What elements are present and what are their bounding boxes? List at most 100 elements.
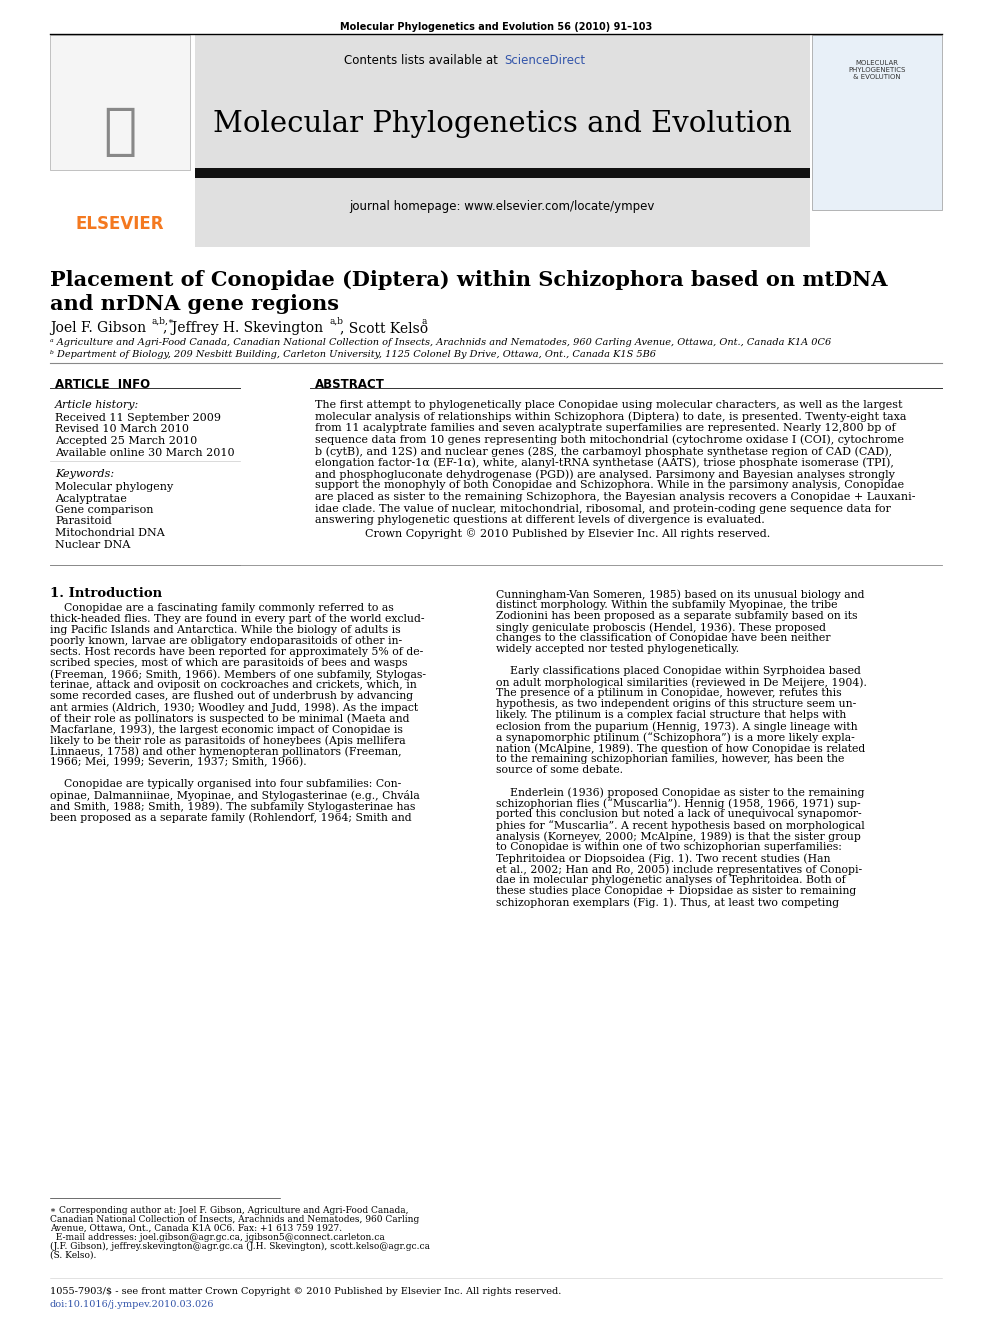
Text: Tephritoidea or Diopsoidea (Fig. 1). Two recent studies (Han: Tephritoidea or Diopsoidea (Fig. 1). Two… bbox=[496, 853, 830, 864]
Text: Accepted 25 March 2010: Accepted 25 March 2010 bbox=[55, 437, 197, 446]
Text: ᵃ Agriculture and Agri-Food Canada, Canadian National Collection of Insects, Ara: ᵃ Agriculture and Agri-Food Canada, Cana… bbox=[50, 337, 831, 347]
Text: thick-headed flies. They are found in every part of the world exclud-: thick-headed flies. They are found in ev… bbox=[50, 614, 425, 624]
Text: Conopidae are a fascinating family commonly referred to as: Conopidae are a fascinating family commo… bbox=[50, 603, 394, 613]
Text: 1966; Mei, 1999; Severin, 1937; Smith, 1966).: 1966; Mei, 1999; Severin, 1937; Smith, 1… bbox=[50, 757, 307, 767]
Text: of their role as pollinators is suspected to be minimal (Maeta and: of their role as pollinators is suspecte… bbox=[50, 713, 410, 724]
Text: nation (McAlpine, 1989). The question of how Conopidae is related: nation (McAlpine, 1989). The question of… bbox=[496, 744, 865, 754]
Text: b (cytB), and 12S) and nuclear genes (28S, the carbamoyl phosphate synthetase re: b (cytB), and 12S) and nuclear genes (28… bbox=[315, 446, 892, 456]
Text: ELSEVIER: ELSEVIER bbox=[75, 216, 165, 233]
Text: distinct morphology. Within the subfamily Myopinae, the tribe: distinct morphology. Within the subfamil… bbox=[496, 601, 837, 610]
Text: molecular analysis of relationships within Schizophora (Diptera) to date, is pre: molecular analysis of relationships with… bbox=[315, 411, 907, 422]
Text: changes to the classification of Conopidae have been neither: changes to the classification of Conopid… bbox=[496, 632, 830, 643]
Bar bbox=[812, 34, 942, 210]
Text: Received 11 September 2009: Received 11 September 2009 bbox=[55, 413, 221, 423]
Text: phies for “Muscarlia”. A recent hypothesis based on morphological: phies for “Muscarlia”. A recent hypothes… bbox=[496, 820, 865, 831]
Text: singly geniculate proboscis (Hendel, 1936). These proposed: singly geniculate proboscis (Hendel, 193… bbox=[496, 622, 826, 632]
Text: Linnaeus, 1758) and other hymenopteran pollinators (Freeman,: Linnaeus, 1758) and other hymenopteran p… bbox=[50, 746, 402, 757]
Text: ScienceDirect: ScienceDirect bbox=[504, 54, 585, 67]
Text: ᵇ Department of Biology, 209 Nesbitt Building, Carleton University, 1125 Colonel: ᵇ Department of Biology, 209 Nesbitt Bui… bbox=[50, 351, 656, 359]
Text: source of some debate.: source of some debate. bbox=[496, 765, 623, 775]
Text: schizophorian flies (“Muscarlia”). Hennig (1958, 1966, 1971) sup-: schizophorian flies (“Muscarlia”). Henni… bbox=[496, 798, 861, 808]
Text: and phosphogluconate dehydrogenase (PGD)) are analysed. Parsimony and Bayesian a: and phosphogluconate dehydrogenase (PGD)… bbox=[315, 468, 895, 479]
Text: Avenue, Ottawa, Ont., Canada K1A 0C6. Fax: +1 613 759 1927.: Avenue, Ottawa, Ont., Canada K1A 0C6. Fa… bbox=[50, 1224, 342, 1233]
Text: The first attempt to phylogenetically place Conopidae using molecular characters: The first attempt to phylogenetically pl… bbox=[315, 400, 903, 410]
Text: (J.F. Gibson), jeffrey.skevington@agr.gc.ca (J.H. Skevington), scott.kelso@agr.g: (J.F. Gibson), jeffrey.skevington@agr.gc… bbox=[50, 1242, 430, 1252]
Text: Molecular phylogeny: Molecular phylogeny bbox=[55, 482, 174, 492]
Text: doi:10.1016/j.ympev.2010.03.026: doi:10.1016/j.ympev.2010.03.026 bbox=[50, 1301, 214, 1308]
Text: ARTICLE  INFO: ARTICLE INFO bbox=[55, 378, 150, 392]
Text: opinae, Dalmanniinae, Myopinae, and Stylogasterinae (e.g., Chvála: opinae, Dalmanniinae, Myopinae, and Styl… bbox=[50, 790, 420, 800]
Text: scribed species, most of which are parasitoids of bees and wasps: scribed species, most of which are paras… bbox=[50, 658, 408, 668]
Text: and nrDNA gene regions: and nrDNA gene regions bbox=[50, 294, 339, 314]
Text: 🌳: 🌳 bbox=[103, 105, 137, 159]
Text: Acalyptratae: Acalyptratae bbox=[55, 493, 127, 504]
Text: Cunningham-Van Someren, 1985) based on its unusual biology and: Cunningham-Van Someren, 1985) based on i… bbox=[496, 589, 864, 599]
Text: on adult morphological similarities (reviewed in De Meijere, 1904).: on adult morphological similarities (rev… bbox=[496, 677, 867, 688]
Bar bbox=[195, 168, 810, 179]
Text: analysis (Korneyev, 2000; McAlpine, 1989) is that the sister group: analysis (Korneyev, 2000; McAlpine, 1989… bbox=[496, 831, 861, 841]
Text: Revised 10 March 2010: Revised 10 March 2010 bbox=[55, 425, 189, 434]
Text: E-mail addresses: joel.gibson@agr.gc.ca, jgibson5@connect.carleton.ca: E-mail addresses: joel.gibson@agr.gc.ca,… bbox=[50, 1233, 385, 1242]
Text: ported this conclusion but noted a lack of unequivocal synapomor-: ported this conclusion but noted a lack … bbox=[496, 808, 862, 819]
Bar bbox=[195, 34, 810, 247]
Text: 1055-7903/$ - see front matter Crown Copyright © 2010 Published by Elsevier Inc.: 1055-7903/$ - see front matter Crown Cop… bbox=[50, 1287, 561, 1297]
Text: (S. Kelso).: (S. Kelso). bbox=[50, 1252, 96, 1259]
Text: Enderlein (1936) proposed Conopidae as sister to the remaining: Enderlein (1936) proposed Conopidae as s… bbox=[496, 787, 864, 798]
Text: (Freeman, 1966; Smith, 1966). Members of one subfamily, Stylogas-: (Freeman, 1966; Smith, 1966). Members of… bbox=[50, 669, 426, 680]
Text: Crown Copyright © 2010 Published by Elsevier Inc. All rights reserved.: Crown Copyright © 2010 Published by Else… bbox=[365, 528, 770, 540]
Text: Molecular Phylogenetics and Evolution: Molecular Phylogenetics and Evolution bbox=[212, 110, 792, 138]
Text: MOLECULAR
PHYLOGENETICS
& EVOLUTION: MOLECULAR PHYLOGENETICS & EVOLUTION bbox=[848, 60, 906, 79]
Text: a: a bbox=[422, 318, 428, 325]
Text: some recorded cases, are flushed out of underbrush by advancing: some recorded cases, are flushed out of … bbox=[50, 691, 413, 701]
Text: sects. Host records have been reported for approximately 5% of de-: sects. Host records have been reported f… bbox=[50, 647, 424, 658]
Text: poorly known, larvae are obligatory endoparasitoids of other in-: poorly known, larvae are obligatory endo… bbox=[50, 636, 402, 646]
Text: idae clade. The value of nuclear, mitochondrial, ribosomal, and protein-coding g: idae clade. The value of nuclear, mitoch… bbox=[315, 504, 891, 513]
Text: , Scott Kelso: , Scott Kelso bbox=[340, 321, 429, 335]
Text: Placement of Conopidae (Diptera) within Schizophora based on mtDNA: Placement of Conopidae (Diptera) within … bbox=[50, 270, 888, 290]
Text: Gene comparison: Gene comparison bbox=[55, 505, 154, 515]
Text: Article history:: Article history: bbox=[55, 400, 139, 410]
Text: a,b,∗: a,b,∗ bbox=[152, 318, 175, 325]
Text: been proposed as a separate family (Rohlendorf, 1964; Smith and: been proposed as a separate family (Rohl… bbox=[50, 812, 412, 823]
Text: from 11 acalyptrate families and seven acalyptrate superfamilies are represented: from 11 acalyptrate families and seven a… bbox=[315, 423, 896, 433]
Text: Canadian National Collection of Insects, Arachnids and Nematodes, 960 Carling: Canadian National Collection of Insects,… bbox=[50, 1215, 420, 1224]
Text: eclosion from the puparium (Hennig, 1973). A single lineage with: eclosion from the puparium (Hennig, 1973… bbox=[496, 721, 858, 732]
Text: likely to be their role as parasitoids of honeybees (Apis mellifera: likely to be their role as parasitoids o… bbox=[50, 736, 406, 746]
Text: Conopidae are typically organised into four subfamilies: Con-: Conopidae are typically organised into f… bbox=[50, 779, 401, 789]
Text: answering phylogenetic questions at different levels of divergence is evaluated.: answering phylogenetic questions at diff… bbox=[315, 515, 765, 525]
Text: Nuclear DNA: Nuclear DNA bbox=[55, 540, 130, 549]
Bar bbox=[50, 34, 190, 169]
Text: ing Pacific Islands and Antarctica. While the biology of adults is: ing Pacific Islands and Antarctica. Whil… bbox=[50, 624, 401, 635]
Text: a synapomorphic ptilinum (“Schizophora”) is a more likely expla-: a synapomorphic ptilinum (“Schizophora”)… bbox=[496, 732, 855, 742]
Text: Mitochondrial DNA: Mitochondrial DNA bbox=[55, 528, 165, 538]
Text: Keywords:: Keywords: bbox=[55, 468, 114, 479]
Text: likely. The ptilinum is a complex facial structure that helps with: likely. The ptilinum is a complex facial… bbox=[496, 710, 846, 720]
Text: terinae, attack and oviposit on cockroaches and crickets, which, in: terinae, attack and oviposit on cockroac… bbox=[50, 680, 417, 691]
Text: ABSTRACT: ABSTRACT bbox=[315, 378, 385, 392]
Text: hypothesis, as two independent origins of this structure seem un-: hypothesis, as two independent origins o… bbox=[496, 699, 856, 709]
Text: 1. Introduction: 1. Introduction bbox=[50, 587, 162, 601]
Text: dae in molecular phylogenetic analyses of Tephritoidea. Both of: dae in molecular phylogenetic analyses o… bbox=[496, 875, 846, 885]
Text: ant armies (Aldrich, 1930; Woodley and Judd, 1998). As the impact: ant armies (Aldrich, 1930; Woodley and J… bbox=[50, 703, 418, 713]
Text: schizophoran exemplars (Fig. 1). Thus, at least two competing: schizophoran exemplars (Fig. 1). Thus, a… bbox=[496, 897, 839, 908]
Text: and Smith, 1988; Smith, 1989). The subfamily Stylogasterinae has: and Smith, 1988; Smith, 1989). The subfa… bbox=[50, 800, 416, 811]
Text: Macfarlane, 1993), the largest economic impact of Conopidae is: Macfarlane, 1993), the largest economic … bbox=[50, 724, 403, 734]
Text: Zodionini has been proposed as a separate subfamily based on its: Zodionini has been proposed as a separat… bbox=[496, 611, 857, 620]
Text: journal homepage: www.elsevier.com/locate/ympev: journal homepage: www.elsevier.com/locat… bbox=[349, 200, 655, 213]
Text: Parasitoid: Parasitoid bbox=[55, 516, 112, 527]
Text: Joel F. Gibson: Joel F. Gibson bbox=[50, 321, 146, 335]
Text: widely accepted nor tested phylogenetically.: widely accepted nor tested phylogenetica… bbox=[496, 644, 739, 654]
Text: , Jeffrey H. Skevington: , Jeffrey H. Skevington bbox=[163, 321, 323, 335]
Text: Contents lists available at: Contents lists available at bbox=[344, 54, 502, 67]
Text: Early classifications placed Conopidae within Syrphoidea based: Early classifications placed Conopidae w… bbox=[496, 665, 861, 676]
Text: Molecular Phylogenetics and Evolution 56 (2010) 91–103: Molecular Phylogenetics and Evolution 56… bbox=[340, 22, 652, 32]
Text: to Conopidae is within one of two schizophorian superfamilies:: to Conopidae is within one of two schizo… bbox=[496, 841, 842, 852]
Text: a,b: a,b bbox=[330, 318, 344, 325]
Text: are placed as sister to the remaining Schizophora, the Bayesian analysis recover: are placed as sister to the remaining Sc… bbox=[315, 492, 916, 501]
Text: Available online 30 March 2010: Available online 30 March 2010 bbox=[55, 447, 235, 458]
Text: these studies place Conopidae + Diopsidae as sister to remaining: these studies place Conopidae + Diopsida… bbox=[496, 886, 856, 896]
Text: sequence data from 10 genes representing both mitochondrial (cytochrome oxidase : sequence data from 10 genes representing… bbox=[315, 434, 904, 445]
Text: elongation factor-1α (EF-1α), white, alanyl-tRNA synthetase (AATS), triose phosp: elongation factor-1α (EF-1α), white, ala… bbox=[315, 458, 894, 468]
Text: ∗ Corresponding author at: Joel F. Gibson, Agriculture and Agri-Food Canada,: ∗ Corresponding author at: Joel F. Gibso… bbox=[50, 1207, 409, 1215]
Text: to the remaining schizophorian families, however, has been the: to the remaining schizophorian families,… bbox=[496, 754, 844, 763]
